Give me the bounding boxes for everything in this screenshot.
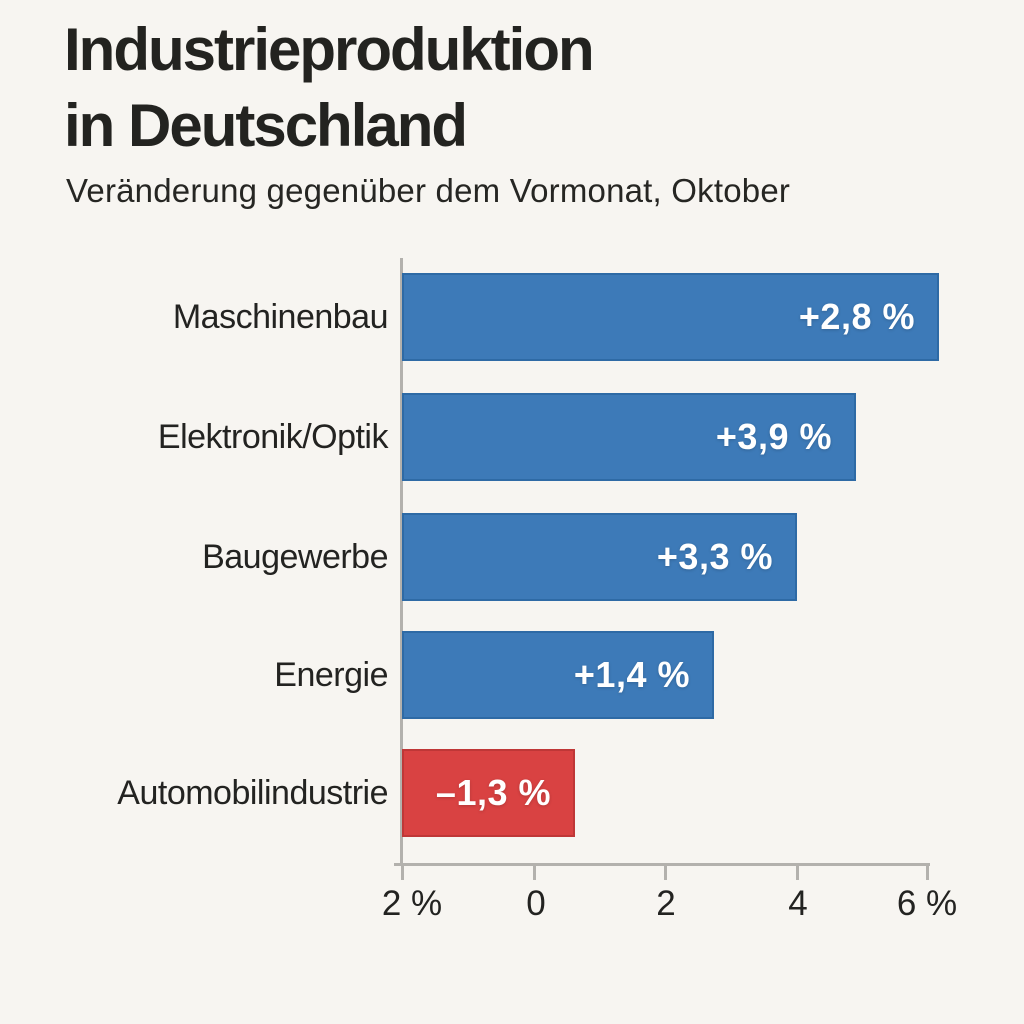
chart-title-line1: Industrieproduktion <box>64 16 595 83</box>
bar-row-maschinenbau: Maschinenbau +2,8 % <box>0 273 1024 361</box>
x-tick-label: 2 % <box>381 884 443 923</box>
chart-title: Industrieproduktion in Deutschland <box>64 12 595 164</box>
category-label: Baugewerbe <box>202 537 388 576</box>
bar-value-label: +2,8 % <box>798 296 915 337</box>
category-label: Energie <box>274 655 388 694</box>
bar-value-label: –1,3 % <box>435 772 551 813</box>
category-label: Elektronik/Optik <box>157 417 389 456</box>
x-tick-label: 2 <box>656 884 676 923</box>
category-label: Automobilindustrie <box>117 773 388 812</box>
x-axis-tick <box>533 863 536 880</box>
chart-subtitle: Veränderung gegenüber dem Vormonat, Okto… <box>66 172 791 209</box>
y-axis-baseline <box>400 258 403 866</box>
chart-title-line2: in Deutschland <box>64 92 468 159</box>
bar-value-label: +3,3 % <box>656 536 773 577</box>
x-tick-label: 6 % <box>896 884 958 923</box>
bar-baugewerbe: +3,3 % <box>402 513 797 601</box>
x-tick-label: 4 <box>788 884 808 923</box>
x-tick-label: 0 <box>526 884 546 923</box>
bar-automobilindustrie: –1,3 % <box>402 749 575 837</box>
category-label: Maschinenbau <box>172 297 389 336</box>
bar-row-elektronik-optik: Elektronik/Optik +3,9 % <box>0 393 1024 481</box>
x-axis-tick <box>926 863 929 880</box>
bar-elektronik-optik: +3,9 % <box>402 393 856 481</box>
bar-row-baugewerbe: Baugewerbe +3,3 % <box>0 513 1024 601</box>
x-axis-line <box>394 863 930 866</box>
x-axis-tick <box>401 863 404 880</box>
bar-row-automobilindustrie: Automobilindustrie –1,3 % <box>0 749 1024 837</box>
x-axis-tick <box>664 863 667 880</box>
bar-row-energie: Energie +1,4 % <box>0 631 1024 719</box>
bar-value-label: +3,9 % <box>715 416 832 457</box>
bar-energie: +1,4 % <box>402 631 714 719</box>
bar-maschinenbau: +2,8 % <box>402 273 939 361</box>
bar-value-label: +1,4 % <box>573 654 690 695</box>
x-axis-tick <box>796 863 799 880</box>
